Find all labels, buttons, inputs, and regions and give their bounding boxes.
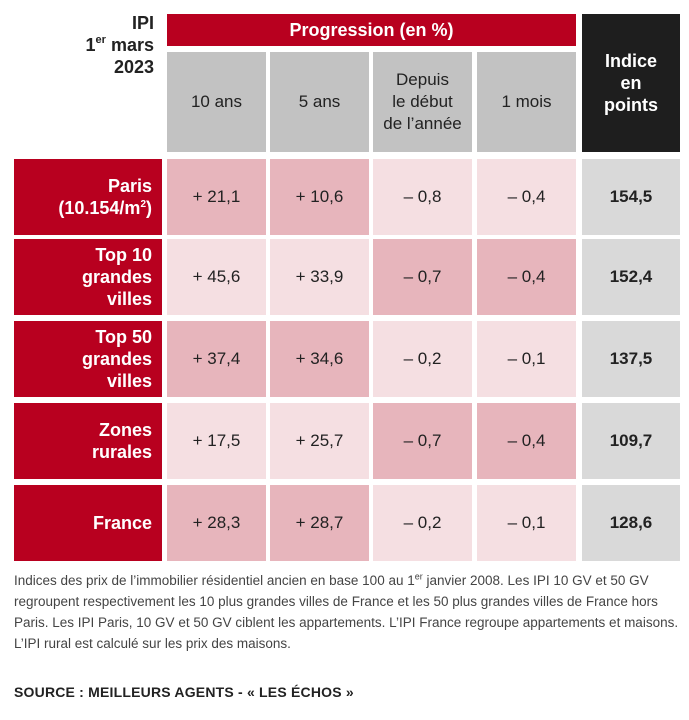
cell-1-mois: – 0,4 [477,239,576,315]
column-header-1-mois: 1 mois [477,52,576,152]
row-label: France [14,485,162,561]
cell-10-ans: + 45,6 [167,239,266,315]
cell-10-ans: + 28,3 [167,485,266,561]
cell-depuis-debut-annee: – 0,7 [373,403,472,479]
cell-5-ans: + 10,6 [270,159,369,235]
row-label: Top 10 grandes villes [14,239,162,315]
column-header-10-ans: 10 ans [167,52,266,152]
cell-1-mois: – 0,4 [477,159,576,235]
row-label-text: Top 10 grandes villes [81,245,152,309]
row-label: Paris (10.154/m2) [14,159,162,235]
column-header-5-ans: 5 ans [270,52,369,152]
corner-day: 1 [85,35,96,55]
corner-line-year: 2023 [113,57,154,77]
cell-depuis-debut-annee: – 0,2 [373,485,472,561]
row-sublabel: (10.154/m2) [58,197,152,219]
cell-indice: 128,6 [582,485,680,561]
row-sublabel-sup: 2 [140,199,146,210]
row-sublabel-text: (10.154/m [58,198,141,218]
row-label: Zones rurales [14,403,162,479]
corner-line-date: 1er mars [14,34,154,56]
cell-indice: 154,5 [582,159,680,235]
column-header-depuis-debut-annee: Depuis le début de l’année [373,52,472,152]
cell-5-ans: + 25,7 [270,403,369,479]
cell-indice: 109,7 [582,403,680,479]
row-label-text: Paris [107,176,152,196]
corner-line-ipi: IPI [131,13,154,33]
footnote-part1: Indices des prix de l’immobilier résiden… [14,573,415,588]
cell-5-ans: + 28,7 [270,485,369,561]
row-sublabel-end: ) [146,198,152,218]
cell-10-ans: + 17,5 [167,403,266,479]
corner-month: mars [105,35,154,55]
footnote: Indices des prix de l’immobilier résiden… [14,570,680,654]
corner-day-suffix: er [95,34,106,46]
cell-indice: 152,4 [582,239,680,315]
cell-5-ans: + 33,9 [270,239,369,315]
cell-depuis-debut-annee: – 0,7 [373,239,472,315]
row-label-text: France [92,513,152,533]
row-label-text: Zones rurales [91,420,152,462]
table-corner-title: IPI 1er mars 2023 [14,12,154,152]
cell-indice: 137,5 [582,321,680,397]
cell-5-ans: + 34,6 [270,321,369,397]
cell-10-ans: + 37,4 [167,321,266,397]
cell-1-mois: – 0,1 [477,321,576,397]
footnote-part2: janvier 2008. Les IPI 10 GV et 50 GV reg… [14,573,679,651]
source-line: SOURCE : MEILLEURS AGENTS - « LES ÉCHOS … [14,684,354,700]
cell-depuis-debut-annee: – 0,2 [373,321,472,397]
footnote-sup: er [414,571,423,582]
cell-1-mois: – 0,1 [477,485,576,561]
cell-1-mois: – 0,4 [477,403,576,479]
cell-10-ans: + 21,1 [167,159,266,235]
row-label-text: Top 50 grandes villes [81,327,152,391]
column-header-indice: Indice en points [582,14,680,152]
cell-depuis-debut-annee: – 0,8 [373,159,472,235]
progression-header: Progression (en %) [167,14,576,46]
row-label: Top 50 grandes villes [14,321,162,397]
